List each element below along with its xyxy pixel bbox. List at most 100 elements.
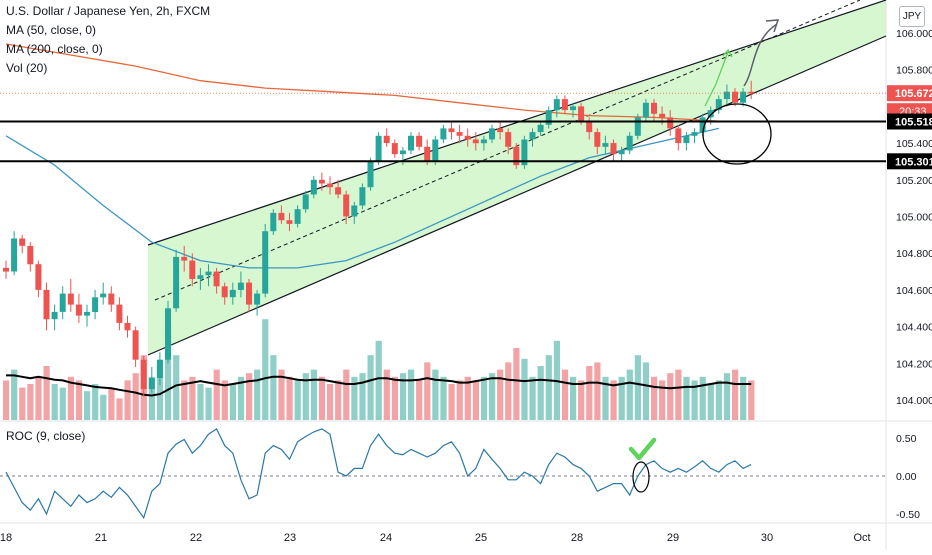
roc-tick-label: 0.00 (896, 471, 917, 483)
volume-bar (489, 373, 496, 420)
volume-bar (675, 369, 682, 420)
candle-body (43, 289, 50, 320)
candle-body (707, 110, 714, 118)
chart-title: U.S. Dollar / Japanese Yen, 2h, FXCM (6, 4, 211, 18)
time-tick-label: 29 (667, 532, 679, 544)
volume-bar (618, 376, 625, 420)
candle-body (642, 102, 649, 118)
candle-body (197, 275, 204, 279)
candle-body (610, 143, 617, 155)
candle-body (181, 256, 188, 261)
volume-bar (464, 376, 471, 420)
volume-bar (3, 380, 10, 420)
volume-bar (537, 366, 544, 420)
candle-body (699, 117, 706, 133)
candle-body (391, 143, 398, 155)
volume-bar (521, 358, 528, 420)
candle-body (75, 304, 82, 316)
volume-bar (132, 373, 139, 420)
volume-bar (189, 376, 196, 420)
volume-bar (448, 384, 455, 420)
roc-tick-label: -0.50 (896, 509, 920, 521)
candle-body (618, 150, 625, 155)
legend-ma200: MA (200, close, 0) (6, 42, 103, 56)
level-high-label: 105.518 (895, 117, 932, 129)
volume-bar (683, 376, 690, 420)
candle-body (302, 194, 309, 210)
candle-body (148, 378, 155, 389)
volume-bar (19, 387, 26, 420)
time-tick-label: Oct (853, 532, 870, 544)
candle-body (229, 289, 236, 298)
volume-bar (594, 362, 601, 420)
candle-body (513, 146, 520, 166)
volume-bar (748, 380, 755, 420)
candle-body (602, 143, 609, 147)
price-tick-label: 105.400 (896, 138, 932, 150)
volume-bar (383, 369, 390, 420)
candle-body (529, 132, 536, 140)
candle-body (246, 282, 252, 305)
horizontal-levels (0, 92, 886, 163)
volume-bars (3, 319, 755, 420)
candle-body (521, 139, 528, 166)
volume-bar (335, 380, 342, 420)
candle-body (489, 128, 495, 140)
annotations (702, 19, 780, 165)
projection-green-arrowhead (722, 48, 733, 58)
candlesticks (3, 80, 755, 397)
volume-bar (59, 387, 66, 420)
volume-bar (610, 380, 617, 420)
candle-body (740, 91, 747, 103)
time-tick-label: 23 (284, 532, 296, 544)
roc-line (5, 428, 752, 520)
candle-body (424, 146, 431, 162)
candle-body (691, 132, 698, 136)
legend-ma50: MA (50, close, 0) (6, 23, 97, 37)
candle-body (480, 139, 487, 144)
volume-bar (75, 380, 83, 420)
last-price-label: 105.672 (895, 88, 932, 100)
volume-bar (399, 373, 407, 420)
volume-bar (456, 380, 463, 420)
candle-body (84, 311, 90, 316)
roc-panel (0, 428, 886, 520)
volume-bar (318, 376, 326, 420)
volume-bar (432, 369, 439, 420)
candle-body (367, 161, 374, 188)
volume-bar (181, 380, 188, 420)
candle-body (578, 106, 585, 122)
volume-bar (578, 380, 585, 420)
volume-bar (310, 369, 317, 420)
candle-body (3, 267, 9, 272)
candle-body (416, 135, 423, 147)
candle-body (505, 132, 512, 147)
candle-body (570, 106, 576, 111)
volume-bar (27, 384, 34, 420)
candle-body (205, 271, 212, 276)
volume-ma-line (6, 374, 752, 397)
volume-bar (529, 376, 536, 420)
volume-bar (262, 319, 269, 420)
candle-body (456, 132, 463, 136)
volume-bar (148, 376, 155, 420)
volume-bar (642, 362, 650, 420)
candle-body (189, 260, 196, 279)
volume-bar (691, 380, 698, 420)
volume-bar (351, 376, 358, 420)
candle-body (448, 128, 455, 133)
volume-bar (561, 369, 569, 420)
candle-body (683, 135, 690, 144)
currency-button[interactable]: JPY (899, 6, 925, 27)
candle-body (51, 311, 58, 320)
candle-body (35, 264, 42, 290)
volume-bar (715, 380, 722, 420)
candle-body (173, 256, 180, 309)
candle-body (440, 128, 447, 140)
candle-body (359, 187, 366, 206)
volume-bar (497, 369, 504, 420)
candle-body (116, 304, 123, 323)
volume-bar (116, 398, 123, 420)
